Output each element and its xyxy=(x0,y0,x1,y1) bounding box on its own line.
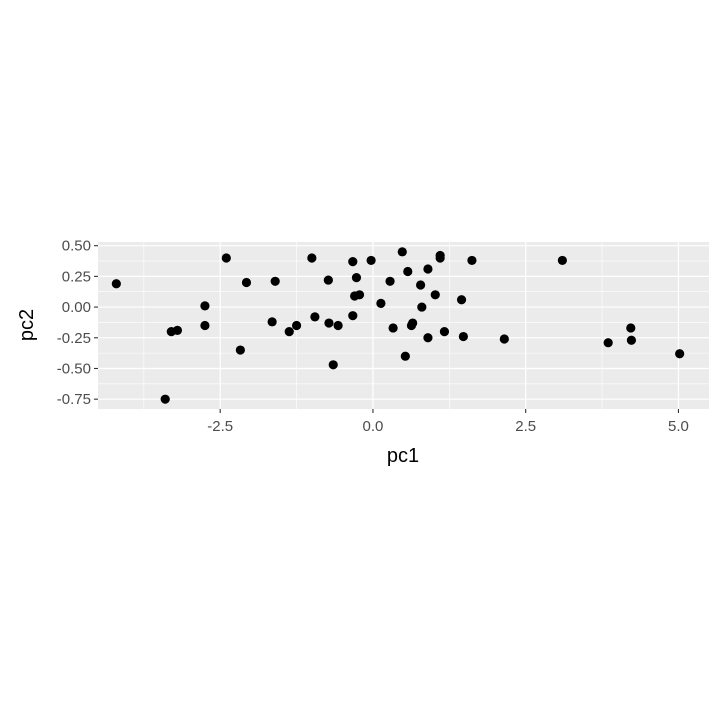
x-tick-label: 5.0 xyxy=(668,418,689,435)
data-point xyxy=(235,345,245,355)
data-point xyxy=(333,320,343,331)
data-point xyxy=(385,276,395,286)
data-point xyxy=(200,320,210,331)
data-point xyxy=(354,290,365,300)
data-point xyxy=(376,298,386,308)
data-point xyxy=(467,255,477,266)
data-point xyxy=(430,290,440,300)
data-point xyxy=(366,255,376,266)
data-point xyxy=(408,318,418,328)
y-tick-label: -0.75 xyxy=(57,391,91,408)
x-tick-label: 2.5 xyxy=(515,418,536,435)
data-point xyxy=(603,338,613,348)
data-point xyxy=(397,247,407,257)
data-point xyxy=(200,301,210,311)
y-tick-label: 0.25 xyxy=(62,268,91,285)
data-point xyxy=(221,253,231,263)
axis-ticks: -2.5 0.0 2.5 5.0 0.50 0.25 0.00 -0.25 -0.50 -0.75 xyxy=(57,238,689,435)
data-point xyxy=(626,323,636,333)
data-point xyxy=(307,253,317,263)
data-point xyxy=(160,394,170,404)
data-point xyxy=(499,334,509,344)
data-point xyxy=(348,311,358,321)
data-point xyxy=(267,317,277,327)
data-point xyxy=(557,255,567,266)
data-point xyxy=(291,320,302,331)
y-tick-label: -0.25 xyxy=(57,330,91,347)
data-point xyxy=(458,331,468,342)
data-point xyxy=(111,279,121,289)
data-point xyxy=(351,273,362,283)
y-axis-title: pc2 xyxy=(16,309,38,341)
data-point xyxy=(323,275,333,285)
data-point xyxy=(439,327,450,337)
data-point xyxy=(270,276,280,286)
y-tick-label: -0.50 xyxy=(57,360,91,377)
x-tick-label: 0.0 xyxy=(363,418,384,435)
x-tick-label: -2.5 xyxy=(207,418,233,435)
data-point xyxy=(435,253,445,263)
data-point xyxy=(348,257,358,267)
x-axis-title: pc1 xyxy=(387,445,419,467)
data-point xyxy=(675,349,685,359)
data-point xyxy=(456,295,467,305)
data-points xyxy=(111,247,685,404)
data-point xyxy=(388,323,398,333)
grid-lines xyxy=(98,242,709,409)
data-point xyxy=(241,277,252,288)
data-point xyxy=(416,280,426,290)
y-tick-label: 0.00 xyxy=(62,299,91,316)
data-point xyxy=(284,327,294,337)
data-point xyxy=(310,312,320,322)
data-point xyxy=(328,360,338,370)
y-tick-label: 0.50 xyxy=(62,238,91,255)
data-point xyxy=(417,302,427,312)
data-point xyxy=(172,325,183,336)
data-point xyxy=(403,266,413,277)
data-point xyxy=(626,335,637,345)
data-point xyxy=(423,264,433,274)
data-point xyxy=(423,333,433,343)
data-point xyxy=(324,318,334,328)
data-point xyxy=(400,351,410,361)
